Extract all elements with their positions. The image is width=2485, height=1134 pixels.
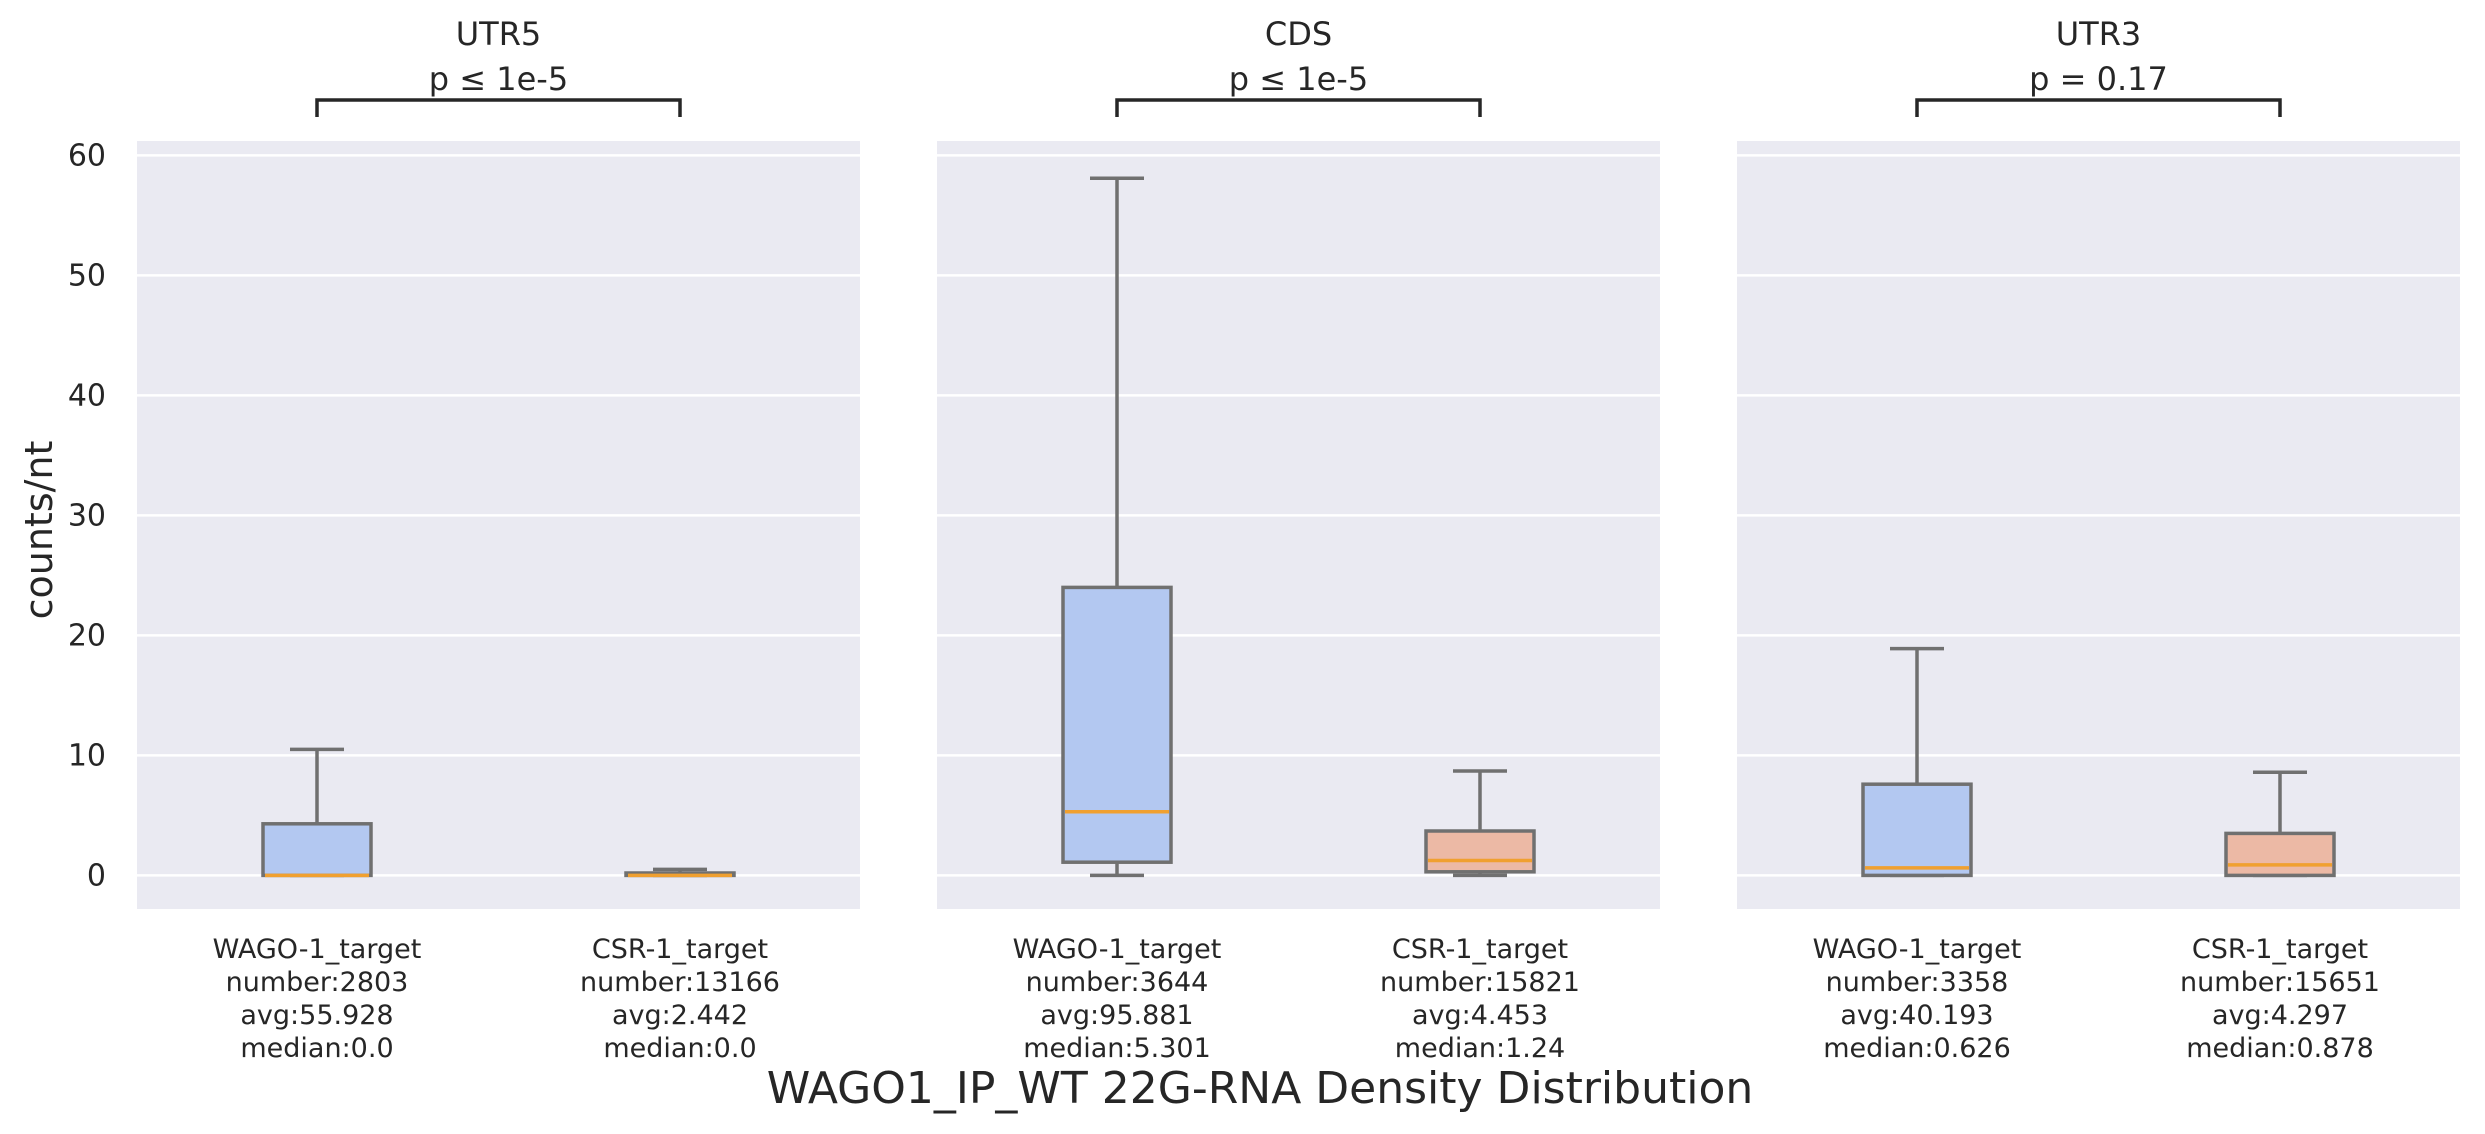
y-tick-label: 40 — [68, 378, 106, 413]
significance-bracket — [1915, 98, 2282, 117]
significance-bracket — [1115, 98, 1482, 117]
category-label-line: number:3644 — [1026, 967, 1209, 998]
category-label: CSR-1_target number:13166 avg:2.442 median:… — [580, 934, 780, 1064]
category-label-line: number:15821 — [1380, 967, 1580, 998]
category-label: CSR-1_target number:15821 avg:4.453 median:… — [1380, 934, 1580, 1064]
category-label-line: avg:55.928 — [240, 1000, 393, 1031]
y-tick-label: 30 — [68, 498, 106, 533]
box-wago-1-target: WAGO-1_target number:3644 avg:95.881 median… — [1013, 176, 1222, 1064]
p-value-label: p ≤ 1e-5 — [1229, 60, 1368, 98]
category-label-line: median:5.301 — [1023, 1033, 1211, 1064]
box-csr-1-target: CSR-1_target number:13166 avg:2.442 median:… — [580, 867, 780, 1064]
category-label-line: avg:95.881 — [1040, 1000, 1193, 1031]
y-tick-label: 20 — [68, 618, 106, 653]
category-label-line: median:0.0 — [240, 1033, 393, 1064]
panel-title: UTR3 — [2056, 15, 2142, 53]
box-wago-1-target: WAGO-1_target number:2803 avg:55.928 median… — [213, 747, 422, 1064]
category-label: CSR-1_target number:15651 avg:4.297 median:… — [2180, 934, 2380, 1064]
y-tick-label: 0 — [87, 858, 106, 893]
category-label-line: CSR-1_target — [592, 934, 768, 965]
category-label-line: CSR-1_target — [2192, 934, 2368, 965]
panel-background — [1737, 141, 2460, 909]
category-label-line: number:15651 — [2180, 967, 2380, 998]
panel-background — [137, 141, 860, 909]
category-label: WAGO-1_target number:3358 avg:40.193 median… — [1813, 934, 2022, 1064]
category-label-line: WAGO-1_target — [1013, 934, 1222, 965]
box-iqr — [2224, 831, 2336, 878]
panel-title: UTR5 — [456, 15, 542, 53]
category-label-line: number:3358 — [1826, 967, 2009, 998]
category-label: WAGO-1_target number:3644 avg:95.881 median… — [1013, 934, 1222, 1064]
panel-cds: CDS p ≤ 1e-5 WAGO-1_target number:3644 avg:9… — [937, 15, 1660, 1064]
y-axis-label: counts/nt — [17, 441, 61, 620]
box-csr-1-target: CSR-1_target number:15821 avg:4.453 median:… — [1380, 769, 1580, 1064]
chart-title: WAGO1_IP_WT 22G-RNA Density Distribution — [767, 1063, 1754, 1114]
y-axis: 0 10 20 30 40 50 60 — [68, 138, 106, 893]
category-label-line: avg:2.442 — [612, 1000, 748, 1031]
category-label-line: median:0.0 — [603, 1033, 756, 1064]
category-label-line: avg:40.193 — [1840, 1000, 1993, 1031]
box-iqr — [1061, 585, 1173, 864]
category-label: WAGO-1_target number:2803 avg:55.928 median… — [213, 934, 422, 1064]
category-label-line: median:0.626 — [1823, 1033, 2011, 1064]
y-tick-label: 10 — [68, 738, 106, 773]
y-tick-label: 50 — [68, 258, 106, 293]
box-iqr — [1861, 782, 1973, 878]
category-label-line: avg:4.453 — [1412, 1000, 1548, 1031]
box-iqr — [261, 822, 373, 878]
category-label-line: WAGO-1_target — [213, 934, 422, 965]
box-iqr — [1424, 829, 1536, 874]
category-label-line: avg:4.297 — [2212, 1000, 2348, 1031]
box-csr-1-target: CSR-1_target number:15651 avg:4.297 median:… — [2180, 770, 2380, 1064]
category-label-line: number:2803 — [226, 967, 409, 998]
p-value-label: p ≤ 1e-5 — [429, 60, 568, 98]
category-label-line: number:13166 — [580, 967, 780, 998]
panel-background — [937, 141, 1660, 909]
category-label-line: median:1.24 — [1395, 1033, 1565, 1064]
p-value-label: p = 0.17 — [2029, 60, 2168, 98]
panel-title: CDS — [1265, 15, 1332, 53]
box-wago-1-target: WAGO-1_target number:3358 avg:40.193 median… — [1813, 646, 2022, 1064]
y-tick-label: 60 — [68, 138, 106, 173]
significance-bracket — [315, 98, 682, 117]
category-label-line: median:0.878 — [2186, 1033, 2374, 1064]
category-label-line: CSR-1_target — [1392, 934, 1568, 965]
category-label-line: WAGO-1_target — [1813, 934, 2022, 965]
